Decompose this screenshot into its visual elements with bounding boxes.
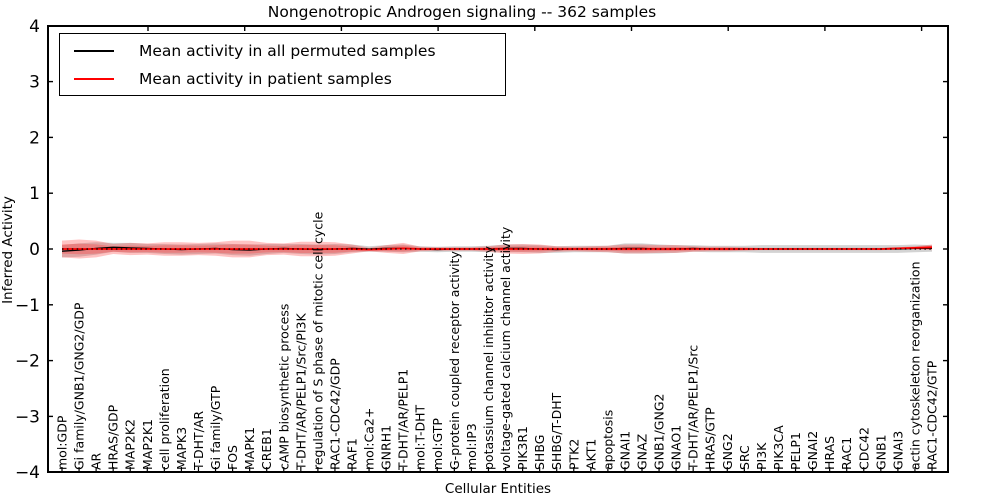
x-tick-label: actin cytoskeleton reorganization	[907, 261, 922, 470]
x-tick-label: HRAS	[822, 436, 837, 470]
x-tick-label: MAP2K1	[140, 419, 155, 470]
x-axis-label: Cellular Entities	[444, 481, 552, 497]
x-tick-label: RAC1	[839, 437, 854, 470]
x-tick-label: HRAS/GDP	[106, 404, 121, 470]
x-tick-label: potassium channel inhibitor activity	[481, 245, 496, 470]
x-tick-label: AKT1	[583, 439, 598, 470]
x-tick-label: RAC1-CDC42/GDP	[327, 358, 342, 470]
x-tick-label: MAPK3	[174, 427, 189, 470]
x-tick-label: AR	[89, 452, 104, 470]
x-tick-label: mol:GTP	[430, 418, 445, 470]
y-tick-label: 4	[29, 17, 40, 37]
x-tick-label: Gi family/GTP	[208, 385, 223, 470]
x-tick-label: SRC	[737, 445, 752, 470]
y-tick-label: −4	[15, 463, 40, 483]
x-tick-label: RAC1-CDC42/GTP	[925, 360, 940, 470]
y-tick-label: 2	[29, 128, 40, 148]
x-tick-label: PI3K	[754, 442, 769, 470]
x-tick-label: T-DHT/AR/PELP1/Src	[686, 345, 701, 471]
x-tick-label: PIK3CA	[771, 425, 786, 470]
x-tick-label: T-DHT/AR	[191, 411, 206, 471]
x-tick-label: HRAS/GTP	[703, 407, 718, 470]
x-tick-label: GNRH1	[379, 425, 394, 470]
y-tick-label: −3	[15, 407, 40, 427]
legend-patient-line-swatch	[74, 78, 114, 80]
x-tick-label: MAPK1	[242, 427, 257, 470]
x-tick-label: mol:Ca2+	[362, 408, 377, 470]
x-tick-label: regulation of S phase of mitotic cell cy…	[310, 211, 325, 470]
x-tick-label: GNAO1	[669, 425, 684, 470]
x-tick-label: GNAZ	[635, 434, 650, 470]
x-tick-label: RAF1	[345, 438, 360, 470]
legend-permuted-line-swatch	[74, 50, 114, 52]
x-tick-label: cell proliferation	[157, 368, 172, 470]
x-tick-label: GNAI3	[890, 431, 905, 470]
x-tick-label: G-protein coupled receptor activity	[447, 251, 462, 470]
x-tick-label: GNB1/GNG2	[652, 394, 667, 470]
x-tick-label: PELP1	[788, 432, 803, 470]
y-tick-label: 3	[29, 73, 40, 93]
y-tick-label: 1	[29, 184, 40, 204]
x-tick-label: MAP2K2	[123, 419, 138, 470]
x-tick-label: SHBG/T-DHT	[549, 392, 564, 470]
x-tick-label: GNAI1	[617, 431, 632, 470]
x-tick-label: SHBG	[532, 435, 547, 470]
legend-permuted-label: Mean activity in all permuted samples	[139, 42, 436, 60]
x-tick-label: PTK2	[566, 439, 581, 470]
x-tick-label: T-DHT/AR/PELP1	[396, 369, 411, 471]
y-tick-label: 0	[29, 240, 40, 260]
legend-patient-label: Mean activity in patient samples	[139, 70, 392, 88]
patient-mean-line	[62, 246, 933, 251]
legend-item-patient: Mean activity in patient samples	[74, 65, 392, 93]
y-tick-label: −1	[15, 296, 40, 316]
legend: Mean activity in all permuted samples Me…	[59, 33, 506, 96]
x-tick-label: voltage-gated calcium channel activity	[498, 226, 513, 470]
x-tick-label: Gi family/GNB1/GNG2/GDP	[72, 302, 87, 470]
x-tick-label: mol:IP3	[464, 423, 479, 470]
x-tick-label: GNAI2	[805, 431, 820, 470]
x-tick-label: cAMP biosynthetic process	[276, 304, 291, 470]
x-tick-label: apoptosis	[600, 410, 615, 470]
y-tick-label: −2	[15, 352, 40, 372]
x-tick-label: FOS	[225, 445, 240, 470]
x-tick-label: T-DHT/AR/PELP1/Src/PI3K	[293, 313, 308, 471]
x-tick-label: mol:GDP	[55, 415, 70, 470]
legend-item-permuted: Mean activity in all permuted samples	[74, 37, 436, 65]
y-axis-label: Inferred Activity	[0, 196, 16, 304]
chart-title: Nongenotropic Androgen signaling -- 362 …	[267, 3, 657, 21]
x-tick-label: GNB1	[873, 434, 888, 470]
x-tick-label: CDC42	[856, 427, 871, 470]
x-tick-label: mol:T-DHT	[413, 404, 428, 470]
x-tick-label: GNG2	[720, 433, 735, 470]
x-tick-label: PIK3R1	[515, 426, 530, 470]
x-tick-label: CREB1	[259, 428, 274, 470]
